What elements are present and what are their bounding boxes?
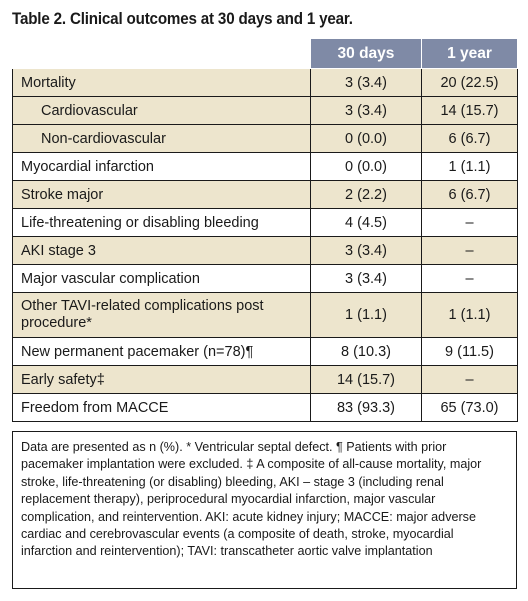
value-30-days: 3 (3.4) [310, 264, 422, 293]
table-row: Other TAVI-related complications post pr… [12, 292, 518, 338]
value-1-year: 14 (15.7) [421, 96, 518, 125]
value-1-year: 20 (22.5) [421, 68, 518, 97]
table-row: Mortality 3 (3.4) 20 (22.5) [12, 68, 518, 97]
row-label: Non-cardiovascular [12, 124, 311, 153]
table-row: Freedom from MACCE 83 (93.3) 65 (73.0) [12, 393, 518, 422]
value-30-days: 3 (3.4) [310, 96, 422, 125]
value-1-year: – [421, 236, 518, 265]
value-30-days: 0 (0.0) [310, 124, 422, 153]
value-1-year: 6 (6.7) [421, 124, 518, 153]
row-label: Mortality [12, 68, 311, 97]
value-1-year: 65 (73.0) [421, 393, 518, 422]
table-row: Non-cardiovascular 0 (0.0) 6 (6.7) [12, 124, 518, 153]
value-30-days: 3 (3.4) [310, 68, 422, 97]
header-1-year: 1 year [421, 38, 518, 69]
row-label: Other TAVI-related complications post pr… [12, 292, 311, 338]
value-1-year: 9 (11.5) [421, 337, 518, 366]
table-row: Major vascular complication 3 (3.4) – [12, 264, 518, 293]
table-row: Cardiovascular 3 (3.4) 14 (15.7) [12, 96, 518, 125]
value-1-year: 1 (1.1) [421, 152, 518, 181]
row-label: Major vascular complication [12, 264, 311, 293]
value-30-days: 14 (15.7) [310, 365, 422, 394]
row-label: AKI stage 3 [12, 236, 311, 265]
value-30-days: 83 (93.3) [310, 393, 422, 422]
value-30-days: 8 (10.3) [310, 337, 422, 366]
outcomes-table: 30 days 1 year Mortality 3 (3.4) 20 (22.5)… [12, 38, 518, 422]
table-row: New permanent pacemaker (n=78)¶ 8 (10.3) 9… [12, 337, 518, 366]
value-1-year: – [421, 264, 518, 293]
table-row: Myocardial infarction 0 (0.0) 1 (1.1) [12, 152, 518, 181]
value-30-days: 4 (4.5) [310, 208, 422, 237]
value-30-days: 3 (3.4) [310, 236, 422, 265]
header-row: 30 days 1 year [12, 38, 518, 69]
value-1-year: 6 (6.7) [421, 180, 518, 209]
table-body: Mortality 3 (3.4) 20 (22.5) Cardiovascular 3… [12, 68, 518, 422]
row-label: Freedom from MACCE [12, 393, 311, 422]
value-30-days: 2 (2.2) [310, 180, 422, 209]
row-label: Myocardial infarction [12, 152, 311, 181]
row-label: Stroke major [12, 180, 311, 209]
value-1-year: 1 (1.1) [421, 292, 518, 338]
table-row: Stroke major 2 (2.2) 6 (6.7) [12, 180, 518, 209]
table-title: Table 2. Clinical outcomes at 30 days an… [12, 10, 353, 28]
header-30-days: 30 days [310, 38, 422, 69]
row-label: Early safety‡ [12, 365, 311, 394]
value-1-year: – [421, 365, 518, 394]
value-1-year: – [421, 208, 518, 237]
value-30-days: 0 (0.0) [310, 152, 422, 181]
row-label: Life-threatening or disabling bleeding [12, 208, 311, 237]
table-row: Life-threatening or disabling bleeding 4 … [12, 208, 518, 237]
table-row: Early safety‡ 14 (15.7) – [12, 365, 518, 394]
header-blank [12, 38, 311, 69]
row-label: Cardiovascular [12, 96, 311, 125]
table-footnote: Data are presented as n (%). * Ventricul… [12, 431, 517, 589]
row-label: New permanent pacemaker (n=78)¶ [12, 337, 311, 366]
value-30-days: 1 (1.1) [310, 292, 422, 338]
